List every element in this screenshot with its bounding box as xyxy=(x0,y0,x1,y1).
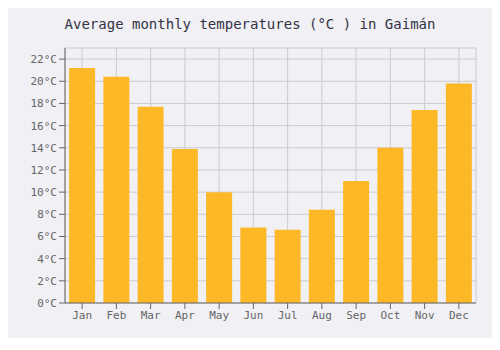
svg-text:12°C: 12°C xyxy=(31,164,58,177)
svg-text:Jan: Jan xyxy=(72,309,92,322)
svg-text:6°C: 6°C xyxy=(37,230,57,243)
svg-text:14°C: 14°C xyxy=(31,142,58,155)
svg-text:Oct: Oct xyxy=(380,309,400,322)
svg-text:May: May xyxy=(209,309,229,322)
svg-text:0°C: 0°C xyxy=(37,297,57,310)
svg-text:Feb: Feb xyxy=(106,309,126,322)
svg-text:4°C: 4°C xyxy=(37,253,57,266)
svg-text:8°C: 8°C xyxy=(37,208,57,221)
svg-text:Jul: Jul xyxy=(278,309,298,322)
svg-text:20°C: 20°C xyxy=(31,75,58,88)
svg-text:Nov: Nov xyxy=(415,309,435,322)
svg-text:2°C: 2°C xyxy=(37,275,57,288)
svg-text:18°C: 18°C xyxy=(31,97,58,110)
svg-text:22°C: 22°C xyxy=(31,53,58,66)
svg-text:Dec: Dec xyxy=(449,309,469,322)
svg-text:16°C: 16°C xyxy=(31,120,58,133)
html-text:Average monthly temperatures (: Average monthly temperatures (°C ) in Ga… xyxy=(64,16,436,32)
svg-text:Sep: Sep xyxy=(346,309,366,322)
svg-text:Apr: Apr xyxy=(175,309,195,322)
svg-text:Aug: Aug xyxy=(312,309,332,322)
svg-text:10°C: 10°C xyxy=(31,186,58,199)
svg-text:Mar: Mar xyxy=(141,309,161,322)
svg-text:Jun: Jun xyxy=(243,309,263,322)
